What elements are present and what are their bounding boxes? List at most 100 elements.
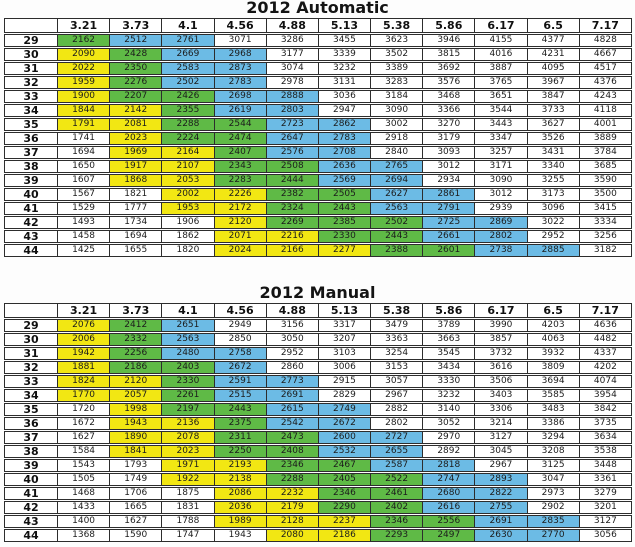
value-cell: 2090: [58, 48, 111, 61]
value-cell: 2860: [266, 361, 319, 374]
value-cell: 3448: [579, 459, 632, 472]
table-row: 34 1770 2057 2261 2515 2691 2829 2967 3232 3403 35…: [4, 389, 632, 402]
value-cell: 1567: [58, 188, 111, 201]
value-cell: 2290: [318, 501, 372, 514]
value-cell: 2758: [214, 347, 267, 360]
value-cell: 3361: [579, 473, 632, 486]
value-cell: 3735: [579, 417, 632, 430]
row-header: 44: [4, 529, 58, 542]
value-cell: 3479: [371, 319, 424, 332]
value-cell: 1881: [58, 361, 111, 374]
value-cell: 2915: [318, 375, 372, 388]
row-header: 34: [4, 389, 58, 402]
row-header: 43: [4, 515, 58, 528]
value-cell: 1820: [162, 244, 215, 257]
value-cell: 3036: [318, 90, 372, 103]
value-cell: 3623: [371, 34, 424, 47]
value-cell: 4001: [579, 118, 632, 131]
value-cell: 2120: [214, 216, 267, 229]
value-cell: 2569: [318, 174, 372, 187]
value-cell: 2888: [266, 90, 319, 103]
value-cell: 3431: [527, 146, 580, 159]
table-row: 42 1493 1734 1906 2120 2269 2385 2502 2725 2869 30…: [4, 216, 632, 229]
value-cell: 3125: [527, 459, 580, 472]
value-cell: 2508: [266, 160, 319, 173]
value-cell: 2882: [371, 403, 424, 416]
value-cell: 2615: [266, 403, 319, 416]
value-cell: 1791: [58, 118, 111, 131]
table-row: 34 1844 2142 2355 2619 2803 2947 3090 3366 3544 37…: [4, 104, 632, 117]
value-cell: 3201: [579, 501, 632, 514]
value-cell: 2006: [58, 333, 111, 346]
value-cell: 2591: [214, 375, 267, 388]
table-row: 44 1368 1590 1747 1943 2080 2186 2293 2497 2630 27…: [4, 529, 632, 542]
value-cell: 1627: [110, 515, 163, 528]
value-cell: 1942: [58, 347, 111, 360]
row-header: 29: [4, 34, 58, 47]
value-cell: 2616: [423, 501, 476, 514]
value-cell: 2791: [423, 202, 476, 215]
value-cell: 1770: [58, 389, 111, 402]
value-cell: 2822: [475, 487, 528, 500]
value-cell: 1875: [162, 487, 215, 500]
value-cell: 2601: [423, 244, 476, 257]
value-cell: 2076: [58, 319, 111, 332]
value-cell: 2443: [318, 202, 372, 215]
value-cell: 1741: [58, 132, 111, 145]
value-cell: 2627: [371, 188, 424, 201]
value-cell: 4828: [579, 34, 632, 47]
row-header: 37: [4, 431, 58, 444]
value-cell: 3173: [527, 188, 580, 201]
value-cell: 2023: [110, 132, 163, 145]
value-cell: 2873: [214, 62, 267, 75]
value-cell: 2107: [162, 160, 215, 173]
value-cell: 2544: [214, 118, 267, 131]
value-cell: 3208: [527, 445, 580, 458]
value-cell: 3500: [579, 188, 632, 201]
value-cell: 2698: [214, 90, 267, 103]
value-cell: 2939: [475, 202, 528, 215]
value-cell: 3156: [266, 319, 319, 332]
value-cell: 3131: [318, 76, 372, 89]
value-cell: 3093: [423, 146, 476, 159]
value-cell: 3733: [527, 104, 580, 117]
value-cell: 3946: [423, 34, 476, 47]
value-cell: 3526: [527, 132, 580, 145]
value-cell: 2277: [318, 244, 372, 257]
value-cell: 3283: [371, 76, 424, 89]
value-cell: 2802: [475, 230, 528, 243]
row-header: 30: [4, 48, 58, 61]
value-cell: 2765: [371, 160, 424, 173]
value-cell: 2261: [162, 389, 215, 402]
value-cell: 3502: [371, 48, 424, 61]
value-cell: 1917: [110, 160, 163, 173]
value-cell: 2835: [527, 515, 580, 528]
value-cell: 2755: [475, 501, 528, 514]
value-cell: 2967: [371, 389, 424, 402]
value-cell: 2186: [110, 361, 163, 374]
value-cell: 2934: [423, 174, 476, 187]
value-cell: 4203: [527, 319, 580, 332]
col-header: 5.38: [371, 18, 424, 33]
value-cell: 3317: [318, 319, 372, 332]
table-2012-manual: 3.21 3.73 4.1 4.56 4.88 5.13 5.38 5.86 6.17 6.5 7.…: [4, 302, 632, 543]
value-cell: 1777: [110, 202, 163, 215]
value-cell: 1433: [58, 501, 111, 514]
table-row: 44 1425 1655 1820 2024 2166 2277 2388 2601 2738 28…: [4, 244, 632, 257]
value-cell: 2078: [162, 431, 215, 444]
value-cell: 3415: [579, 202, 632, 215]
value-cell: 1665: [110, 501, 163, 514]
value-cell: 3386: [527, 417, 580, 430]
value-cell: 3012: [475, 188, 528, 201]
value-cell: 2474: [214, 132, 267, 145]
value-cell: 3255: [527, 174, 580, 187]
value-cell: 2207: [110, 90, 163, 103]
value-cell: 2332: [110, 333, 163, 346]
value-cell: 2179: [266, 501, 319, 514]
value-cell: 2885: [527, 244, 580, 257]
value-cell: 2952: [527, 230, 580, 243]
col-header: 3.73: [110, 303, 163, 318]
value-cell: 3182: [579, 244, 632, 257]
value-cell: 3184: [371, 90, 424, 103]
value-cell: 2651: [162, 319, 215, 332]
